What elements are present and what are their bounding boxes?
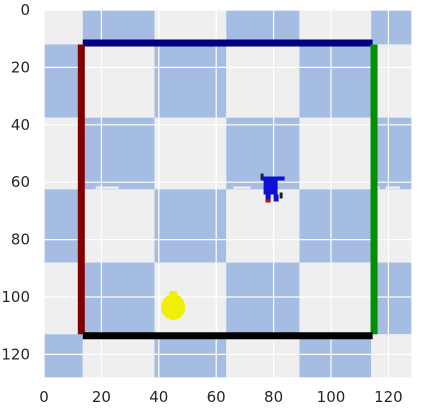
x-tick-label: 0: [39, 388, 49, 406]
board-notch: [299, 186, 323, 189]
agent-sprite: [260, 173, 285, 203]
agent-arms: [260, 176, 285, 181]
board-tile-light: [44, 117, 83, 190]
board-tile-blue: [299, 334, 372, 378]
y-tick-label: 80: [11, 231, 30, 249]
agent-body: [263, 180, 278, 195]
board-tile-blue: [299, 44, 372, 118]
board-tile-blue: [44, 189, 83, 263]
board-tile-blue: [371, 10, 412, 45]
x-tick-label: 20: [92, 388, 111, 406]
board-tile-light: [44, 10, 83, 45]
board-tile-light: [299, 117, 372, 190]
board-tile-blue: [154, 334, 227, 378]
board-tile-blue: [154, 189, 227, 263]
goal-ball: [161, 291, 186, 321]
x-axis-ticks: 0 20 40 60 80 100 120: [39, 388, 402, 406]
board-tile-light: [154, 117, 227, 190]
board-tile-light: [82, 334, 155, 378]
y-axis-ticks: 0 20 40 60 80 100 120: [1, 1, 30, 363]
board-notch: [61, 186, 69, 189]
agent-leg-left: [265, 194, 271, 202]
walls: [77, 39, 378, 340]
goal-ball-body: [161, 294, 186, 321]
board-tile-light: [371, 334, 412, 378]
board-notch: [187, 186, 205, 189]
agent-tail: [279, 192, 283, 199]
board-notch: [233, 186, 251, 189]
y-tick-label: 120: [1, 345, 30, 363]
board-tile-light: [371, 44, 412, 118]
board-tile-blue: [82, 10, 155, 45]
y-tick-label: 20: [11, 58, 30, 76]
board: [44, 10, 412, 378]
board-notch: [339, 186, 352, 189]
board-notch: [161, 186, 179, 189]
board-tile-blue: [154, 44, 227, 118]
board-tile-blue: [44, 334, 83, 378]
board-tile-light: [226, 44, 300, 118]
goal-ball-top: [169, 291, 178, 296]
agent-antenna: [260, 173, 264, 178]
agent-foot: [265, 199, 271, 203]
x-tick-label: 80: [264, 388, 283, 406]
board-tile-light: [371, 189, 412, 263]
y-tick-label: 60: [11, 173, 30, 191]
board-tile-light: [226, 189, 300, 263]
board-tile-light: [154, 10, 227, 45]
board-tile-blue: [371, 117, 412, 190]
board-tile-blue: [299, 189, 372, 263]
board-tile-light: [299, 262, 372, 335]
board-tile-blue: [44, 44, 83, 118]
board-tile-light: [82, 189, 155, 263]
board-notch: [385, 186, 400, 189]
board-tile-light: [226, 334, 300, 378]
x-tick-label: 60: [207, 388, 226, 406]
x-tick-label: 40: [149, 388, 168, 406]
board-tile-light: [82, 44, 155, 118]
y-tick-label: 100: [1, 288, 30, 306]
y-tick-label: 0: [20, 1, 30, 19]
y-tick-label: 40: [11, 116, 30, 134]
board-tile-blue: [82, 117, 155, 190]
board-tile-blue: [226, 262, 300, 335]
x-tick-label: 100: [317, 388, 346, 406]
agent-leg-right: [273, 194, 279, 202]
board-tile-blue: [371, 262, 412, 335]
board-tile-blue: [226, 10, 300, 45]
x-tick-label: 120: [374, 388, 403, 406]
board-tile-light: [44, 262, 83, 335]
board-notch: [95, 186, 119, 189]
board-tile-blue: [82, 262, 155, 335]
board-tile-light: [299, 10, 372, 45]
